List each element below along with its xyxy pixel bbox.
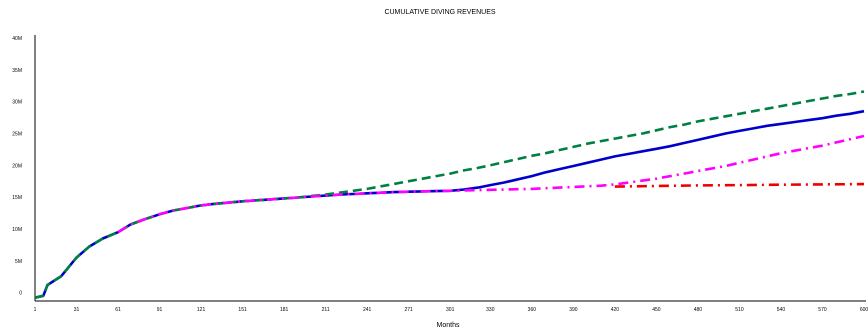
series-layer bbox=[34, 90, 865, 299]
y-tick-label: 0 bbox=[19, 291, 22, 297]
series-line-3 bbox=[117, 134, 865, 234]
x-tick-label: 151 bbox=[238, 307, 247, 313]
x-tick-label: 121 bbox=[197, 307, 206, 313]
y-tick-label: 15M bbox=[12, 195, 22, 201]
x-tick-label: 420 bbox=[611, 307, 620, 313]
x-tick-label: 360 bbox=[528, 307, 537, 313]
y-tick-label: 20M bbox=[12, 163, 22, 169]
series-line-2 bbox=[34, 90, 865, 299]
x-axis-label: Months bbox=[437, 322, 460, 329]
x-tick-label: 510 bbox=[735, 307, 744, 313]
x-tick-label: 211 bbox=[322, 307, 330, 313]
y-tick-label: 40M bbox=[12, 36, 22, 42]
x-tick-label: 271 bbox=[405, 307, 414, 313]
y-tick-label: 25M bbox=[12, 131, 22, 137]
chart-title: CUMULATIVE DIVING REVENUES bbox=[384, 9, 495, 16]
series-line-4 bbox=[614, 182, 865, 188]
y-tick-labels: 0 5M 10M 15M 20M 25M 30M 35M 40M bbox=[12, 36, 22, 297]
x-tick-label: 570 bbox=[818, 307, 827, 313]
x-tick-label: 61 bbox=[115, 307, 121, 313]
x-tick-label: 480 bbox=[694, 307, 703, 313]
x-tick-label: 540 bbox=[777, 307, 786, 313]
y-tick-label: 35M bbox=[12, 68, 22, 74]
x-tick-label: 31 bbox=[74, 307, 80, 313]
x-tick-label: 450 bbox=[652, 307, 661, 313]
y-tick-label: 30M bbox=[12, 100, 22, 106]
y-tick-label: 10M bbox=[12, 227, 22, 233]
x-tick-label: 91 bbox=[157, 307, 163, 313]
x-tick-label: 330 bbox=[486, 307, 495, 313]
y-tick-label: 5M bbox=[15, 259, 22, 265]
x-tick-label: 181 bbox=[280, 307, 289, 313]
x-tick-label: 241 bbox=[363, 307, 372, 313]
x-tick-labels: 1 31 61 91 121 151 181 211 241 271 301 330 360 390 420… bbox=[34, 307, 868, 313]
x-tick-label: 600 bbox=[860, 307, 868, 313]
x-tick-label: 1 bbox=[34, 307, 37, 313]
x-tick-label: 301 bbox=[446, 307, 455, 313]
x-tick-label: 390 bbox=[569, 307, 578, 313]
series-line-1 bbox=[34, 109, 865, 299]
